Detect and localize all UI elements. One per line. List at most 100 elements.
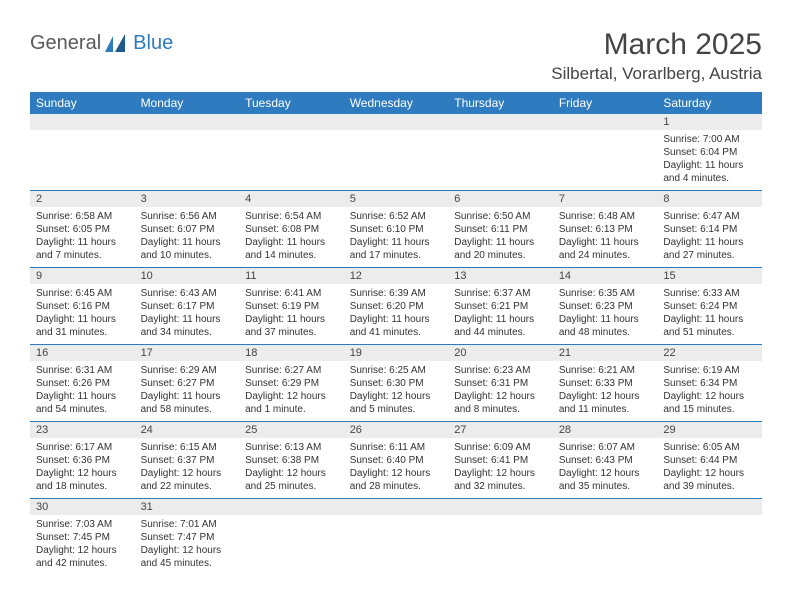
sunrise-text: Sunrise: 6:11 AM: [350, 441, 443, 454]
sunrise-text: Sunrise: 6:45 AM: [36, 287, 129, 300]
daylight-text: Daylight: 11 hours: [36, 313, 129, 326]
sunrise-text: Sunrise: 6:43 AM: [141, 287, 234, 300]
day-details: Sunrise: 6:11 AMSunset: 6:40 PMDaylight:…: [344, 438, 449, 498]
sunset-text: Sunset: 6:19 PM: [245, 300, 338, 313]
empty-day-number: [553, 114, 658, 130]
day-details: Sunrise: 7:01 AMSunset: 7:47 PMDaylight:…: [135, 515, 240, 575]
day-cell: [657, 499, 762, 576]
sunset-text: Sunset: 6:31 PM: [454, 377, 547, 390]
daylight-text: Daylight: 12 hours: [559, 390, 652, 403]
daylight-text: and 25 minutes.: [245, 480, 338, 493]
daylight-text: Daylight: 11 hours: [559, 236, 652, 249]
day-number: 11: [239, 268, 344, 284]
day-number: 25: [239, 422, 344, 438]
sunset-text: Sunset: 6:30 PM: [350, 377, 443, 390]
day-number: 31: [135, 499, 240, 515]
empty-day-number: [135, 114, 240, 130]
weekday-header: Thursday: [448, 92, 553, 114]
empty-day-number: [239, 114, 344, 130]
daylight-text: Daylight: 11 hours: [36, 236, 129, 249]
day-number: 19: [344, 345, 449, 361]
empty-day: [657, 515, 762, 565]
day-cell: 21Sunrise: 6:21 AMSunset: 6:33 PMDayligh…: [553, 345, 658, 422]
sunset-text: Sunset: 6:21 PM: [454, 300, 547, 313]
day-details: Sunrise: 6:54 AMSunset: 6:08 PMDaylight:…: [239, 207, 344, 267]
sunset-text: Sunset: 6:41 PM: [454, 454, 547, 467]
day-details: Sunrise: 6:58 AMSunset: 6:05 PMDaylight:…: [30, 207, 135, 267]
month-title: March 2025: [551, 28, 762, 62]
sunrise-text: Sunrise: 6:41 AM: [245, 287, 338, 300]
sunset-text: Sunset: 6:23 PM: [559, 300, 652, 313]
empty-day: [239, 515, 344, 565]
sunset-text: Sunset: 6:20 PM: [350, 300, 443, 313]
day-cell: [553, 114, 658, 191]
day-cell: 22Sunrise: 6:19 AMSunset: 6:34 PMDayligh…: [657, 345, 762, 422]
day-cell: 7Sunrise: 6:48 AMSunset: 6:13 PMDaylight…: [553, 191, 658, 268]
day-details: Sunrise: 7:03 AMSunset: 7:45 PMDaylight:…: [30, 515, 135, 575]
daylight-text: Daylight: 12 hours: [559, 467, 652, 480]
sunrise-text: Sunrise: 6:56 AM: [141, 210, 234, 223]
day-cell: 14Sunrise: 6:35 AMSunset: 6:23 PMDayligh…: [553, 268, 658, 345]
day-cell: 5Sunrise: 6:52 AMSunset: 6:10 PMDaylight…: [344, 191, 449, 268]
day-details: Sunrise: 6:07 AMSunset: 6:43 PMDaylight:…: [553, 438, 658, 498]
sunrise-text: Sunrise: 7:00 AM: [663, 133, 756, 146]
empty-day-number: [553, 499, 658, 515]
day-number: 10: [135, 268, 240, 284]
day-details: Sunrise: 6:13 AMSunset: 6:38 PMDaylight:…: [239, 438, 344, 498]
sunrise-text: Sunrise: 6:35 AM: [559, 287, 652, 300]
day-details: Sunrise: 6:48 AMSunset: 6:13 PMDaylight:…: [553, 207, 658, 267]
sunrise-text: Sunrise: 6:25 AM: [350, 364, 443, 377]
day-cell: [30, 114, 135, 191]
calendar-week: 16Sunrise: 6:31 AMSunset: 6:26 PMDayligh…: [30, 345, 762, 422]
daylight-text: and 34 minutes.: [141, 326, 234, 339]
sunset-text: Sunset: 6:36 PM: [36, 454, 129, 467]
empty-day: [448, 130, 553, 180]
day-details: Sunrise: 6:35 AMSunset: 6:23 PMDaylight:…: [553, 284, 658, 344]
daylight-text: and 14 minutes.: [245, 249, 338, 262]
daylight-text: Daylight: 11 hours: [245, 236, 338, 249]
daylight-text: and 17 minutes.: [350, 249, 443, 262]
day-details: Sunrise: 6:05 AMSunset: 6:44 PMDaylight:…: [657, 438, 762, 498]
calendar-body: 1Sunrise: 7:00 AMSunset: 6:04 PMDaylight…: [30, 114, 762, 575]
sunrise-text: Sunrise: 7:03 AM: [36, 518, 129, 531]
empty-day-number: [30, 114, 135, 130]
day-number: 2: [30, 191, 135, 207]
daylight-text: Daylight: 12 hours: [245, 390, 338, 403]
daylight-text: and 58 minutes.: [141, 403, 234, 416]
day-cell: 10Sunrise: 6:43 AMSunset: 6:17 PMDayligh…: [135, 268, 240, 345]
sunrise-text: Sunrise: 6:05 AM: [663, 441, 756, 454]
day-number: 26: [344, 422, 449, 438]
day-number: 5: [344, 191, 449, 207]
daylight-text: and 22 minutes.: [141, 480, 234, 493]
day-cell: 23Sunrise: 6:17 AMSunset: 6:36 PMDayligh…: [30, 422, 135, 499]
daylight-text: and 37 minutes.: [245, 326, 338, 339]
sunrise-text: Sunrise: 6:13 AM: [245, 441, 338, 454]
daylight-text: and 7 minutes.: [36, 249, 129, 262]
daylight-text: Daylight: 11 hours: [350, 313, 443, 326]
sunset-text: Sunset: 6:08 PM: [245, 223, 338, 236]
sunset-text: Sunset: 6:27 PM: [141, 377, 234, 390]
day-number: 17: [135, 345, 240, 361]
day-details: Sunrise: 6:47 AMSunset: 6:14 PMDaylight:…: [657, 207, 762, 267]
day-details: Sunrise: 6:25 AMSunset: 6:30 PMDaylight:…: [344, 361, 449, 421]
daylight-text: Daylight: 11 hours: [141, 390, 234, 403]
day-number: 12: [344, 268, 449, 284]
day-cell: 4Sunrise: 6:54 AMSunset: 6:08 PMDaylight…: [239, 191, 344, 268]
day-number: 14: [553, 268, 658, 284]
title-block: March 2025 Silbertal, Vorarlberg, Austri…: [551, 28, 762, 84]
empty-day: [30, 130, 135, 180]
day-cell: [448, 499, 553, 576]
brand-part2: Blue: [133, 32, 173, 55]
day-details: Sunrise: 6:29 AMSunset: 6:27 PMDaylight:…: [135, 361, 240, 421]
day-details: Sunrise: 6:33 AMSunset: 6:24 PMDaylight:…: [657, 284, 762, 344]
sunrise-text: Sunrise: 6:17 AM: [36, 441, 129, 454]
day-details: Sunrise: 6:09 AMSunset: 6:41 PMDaylight:…: [448, 438, 553, 498]
sunset-text: Sunset: 6:40 PM: [350, 454, 443, 467]
day-details: Sunrise: 6:21 AMSunset: 6:33 PMDaylight:…: [553, 361, 658, 421]
daylight-text: and 5 minutes.: [350, 403, 443, 416]
sunrise-text: Sunrise: 6:31 AM: [36, 364, 129, 377]
daylight-text: Daylight: 12 hours: [36, 467, 129, 480]
day-cell: [239, 499, 344, 576]
day-cell: [448, 114, 553, 191]
day-cell: [344, 114, 449, 191]
